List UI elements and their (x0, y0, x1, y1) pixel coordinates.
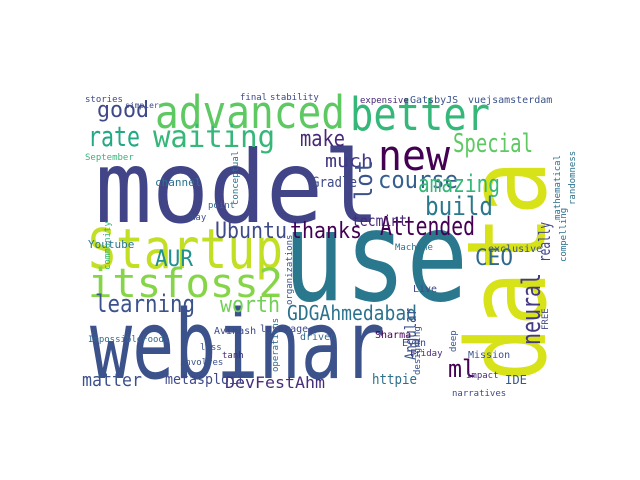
word: final (240, 93, 267, 103)
word: model (95, 129, 380, 246)
word: neural (517, 273, 547, 345)
word: conceptual (231, 151, 241, 205)
word: GDGAhmedabad (287, 301, 417, 325)
word: community (103, 221, 113, 270)
word: thanks (290, 219, 362, 244)
word: September (85, 153, 134, 163)
word: new (378, 131, 451, 180)
word: deep (449, 330, 459, 352)
word: randomness (568, 151, 578, 205)
word: designing (413, 326, 423, 375)
word: better (350, 88, 490, 141)
word: Startup (88, 217, 283, 281)
word: vuejsamsterdam (468, 95, 552, 106)
word: data (443, 160, 571, 382)
word: build (425, 192, 493, 222)
word: exclusive (488, 244, 542, 255)
word: tecmint (352, 212, 407, 230)
word: Ubuntu (215, 219, 287, 244)
word: involves (180, 358, 223, 368)
word: amazing (418, 170, 500, 198)
word: Gradle (312, 175, 357, 191)
word: narratives (452, 389, 506, 399)
word: Friday (410, 349, 443, 359)
word: GatsbyJS (410, 95, 458, 106)
word: make (300, 127, 345, 152)
word: point (208, 201, 235, 211)
word: httpie (372, 372, 417, 388)
word: itsfoss2 (88, 261, 283, 307)
word: AUR (155, 247, 194, 272)
word: simpler (125, 101, 159, 110)
word: organizations (285, 235, 295, 305)
word: stability (270, 93, 319, 103)
word: less (200, 343, 222, 353)
word: Attended (380, 212, 475, 242)
word: expensive (360, 96, 409, 106)
word: Machine (395, 243, 433, 253)
word: Mission (468, 350, 510, 361)
word: may (190, 213, 207, 223)
word: really (535, 222, 554, 262)
word: learning (95, 290, 195, 318)
word: Evan (402, 338, 426, 349)
word: Live (413, 284, 437, 295)
word: operations (271, 318, 281, 372)
word: webinar (90, 291, 385, 401)
word: ImpossibleFoods (88, 335, 169, 345)
word: CEO (475, 246, 513, 271)
word: Special (453, 129, 533, 159)
word: driven (300, 332, 336, 343)
word: ml (448, 355, 476, 383)
word: Youtube (88, 238, 134, 251)
word: course (378, 166, 458, 194)
word: leverage (260, 324, 308, 335)
word: DevFestAhm (225, 373, 325, 392)
word: matter (82, 370, 142, 391)
word: stories (85, 95, 123, 105)
word: mathematical (553, 155, 563, 220)
word: compelling (559, 208, 569, 262)
word: metasploit (165, 372, 245, 388)
word: IDE (505, 373, 527, 387)
word: impact (466, 371, 499, 381)
word: good (97, 98, 149, 123)
word: FREE (541, 308, 551, 330)
word: rate (88, 120, 140, 153)
word: advanced (155, 86, 345, 139)
word: Sharma (375, 330, 411, 341)
word: tanh (222, 351, 244, 361)
word: Avinash (214, 326, 256, 337)
word: use (283, 185, 468, 330)
word: much (325, 151, 373, 172)
word: lot (350, 160, 378, 200)
word: channel (155, 176, 201, 189)
word: worth (220, 293, 280, 318)
word: waiting (153, 120, 275, 155)
word: Angular (401, 308, 420, 360)
